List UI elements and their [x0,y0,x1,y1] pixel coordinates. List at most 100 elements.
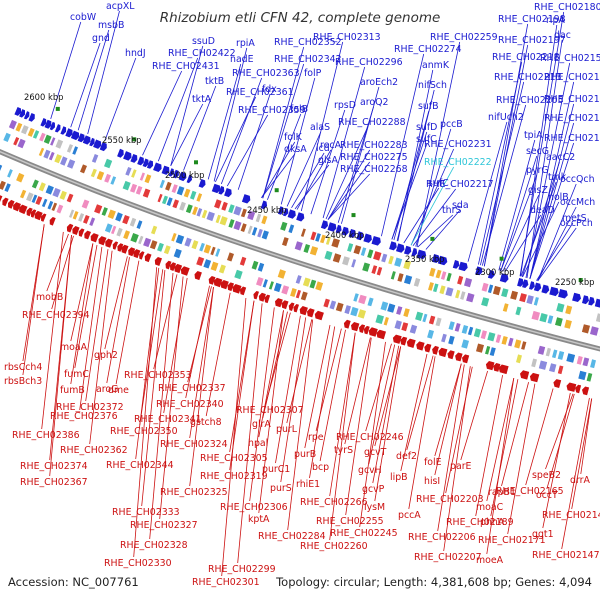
feature-block [448,335,455,345]
bottom-connector-line [486,378,515,502]
map-title: Rhizobium etli CFN 42, complete genome [160,10,441,26]
feature-block [428,315,436,325]
feature-block [549,363,557,373]
top-connector-line [521,161,560,277]
bottom-connector-line [49,235,72,477]
feature-block [293,304,299,313]
bottom-gene-label: purB [294,449,316,460]
feature-block [287,209,296,219]
top-connector-line [327,149,371,220]
feature-block [362,262,370,272]
feature-block [130,154,138,163]
bottom-gene-label: RHE_CH02374 [20,461,88,472]
top-gene-label: recA [320,140,342,151]
bottom-connector-line [309,326,336,479]
top-gene-label: pccB [440,119,463,130]
feature-block [31,194,38,203]
top-connector-line [478,61,523,265]
top-connector-line [537,183,577,282]
top-connector-line [483,44,529,267]
top-connector-line [213,47,248,182]
feature-block [234,269,243,280]
feature-block [123,151,132,161]
feature-block [273,282,282,293]
top-connector-line [322,66,366,219]
top-gene-label: RHE_CH02217 [426,179,494,190]
feature-block [14,107,21,116]
bottom-gene-label: aroG [96,384,118,395]
feature-block [348,229,356,238]
feature-block [210,261,219,271]
feature-block [539,313,548,323]
feature-block [149,240,158,250]
feature-block [353,293,359,302]
top-gene-label: RHE_CH02275 [340,152,408,163]
top-gene-label: nifUch2 [488,112,524,123]
feature-block [325,236,331,245]
feature-block [502,303,509,312]
tick-label: 2500 kbp [165,170,204,180]
feature-block [233,206,242,216]
top-gene-label: RHE_CH02361 [226,87,294,98]
top-gene-label: RHE_CH02352 [274,37,342,48]
feature-block [30,209,37,218]
top-gene-label: RHE_CH02198 [498,14,566,25]
bottom-gene-label: RHE_CH02301 [192,577,260,588]
feature-block [262,279,268,288]
bottom-gene-label: rbsBch3 [4,376,42,387]
feature-block [233,220,242,231]
top-connector-line [262,46,305,199]
feature-block [196,256,205,266]
top-gene-label: glsA [318,155,338,166]
feature-block [335,224,342,234]
tick-label: 2450 kbp [247,205,286,215]
feature-block [300,228,306,237]
feature-block [198,179,206,188]
top-gene-label: sufB [418,101,439,112]
bottom-gene-label: RHE_CH02305 [200,453,268,464]
top-gene-label: dac [554,30,571,41]
top-connector-line [77,29,110,131]
top-connector-line [425,209,461,250]
bottom-gene-label: fumB [60,385,85,396]
tick-mark [132,137,137,142]
bottom-gene-label: dme [108,385,129,396]
bottom-gene-label: moaC [476,502,504,513]
bottom-connector-line [41,231,64,430]
feature-block [406,338,416,348]
feature-block [315,281,324,291]
top-connector-line [498,139,536,271]
feature-block [115,212,123,222]
feature-block [566,382,577,392]
feature-block [26,207,33,217]
feature-block [409,324,418,334]
feature-block [199,242,205,252]
feature-block [363,233,372,243]
feature-block [467,326,474,336]
top-gene-label: sufC [416,134,437,145]
bottom-connector-line [359,341,386,528]
feature-block [221,201,228,211]
bottom-connector-line [189,287,214,487]
top-connector-line [310,109,346,215]
feature-block [590,359,596,369]
feature-block [529,281,535,290]
feature-block [282,237,289,247]
bottom-connector-line [408,356,436,510]
tick-mark [351,213,356,218]
feature-block [228,219,235,228]
bottom-connector-line [365,343,392,432]
bottom-connector-line [445,366,473,494]
feature-block [376,266,383,276]
bottom-gene-label: RHE_CH02171 [478,535,546,546]
feature-block [324,250,333,261]
feature-block [247,225,253,234]
top-gene-label: ssuD [192,36,215,47]
feature-block [65,128,73,138]
feature-block [101,207,108,216]
feature-block [517,278,524,287]
top-gene-label: RHE_CH02359 [238,105,306,116]
bottom-connector-line [135,267,160,460]
bottom-gene-label: RHE_CH02328 [120,540,188,551]
feature-block [594,298,600,308]
